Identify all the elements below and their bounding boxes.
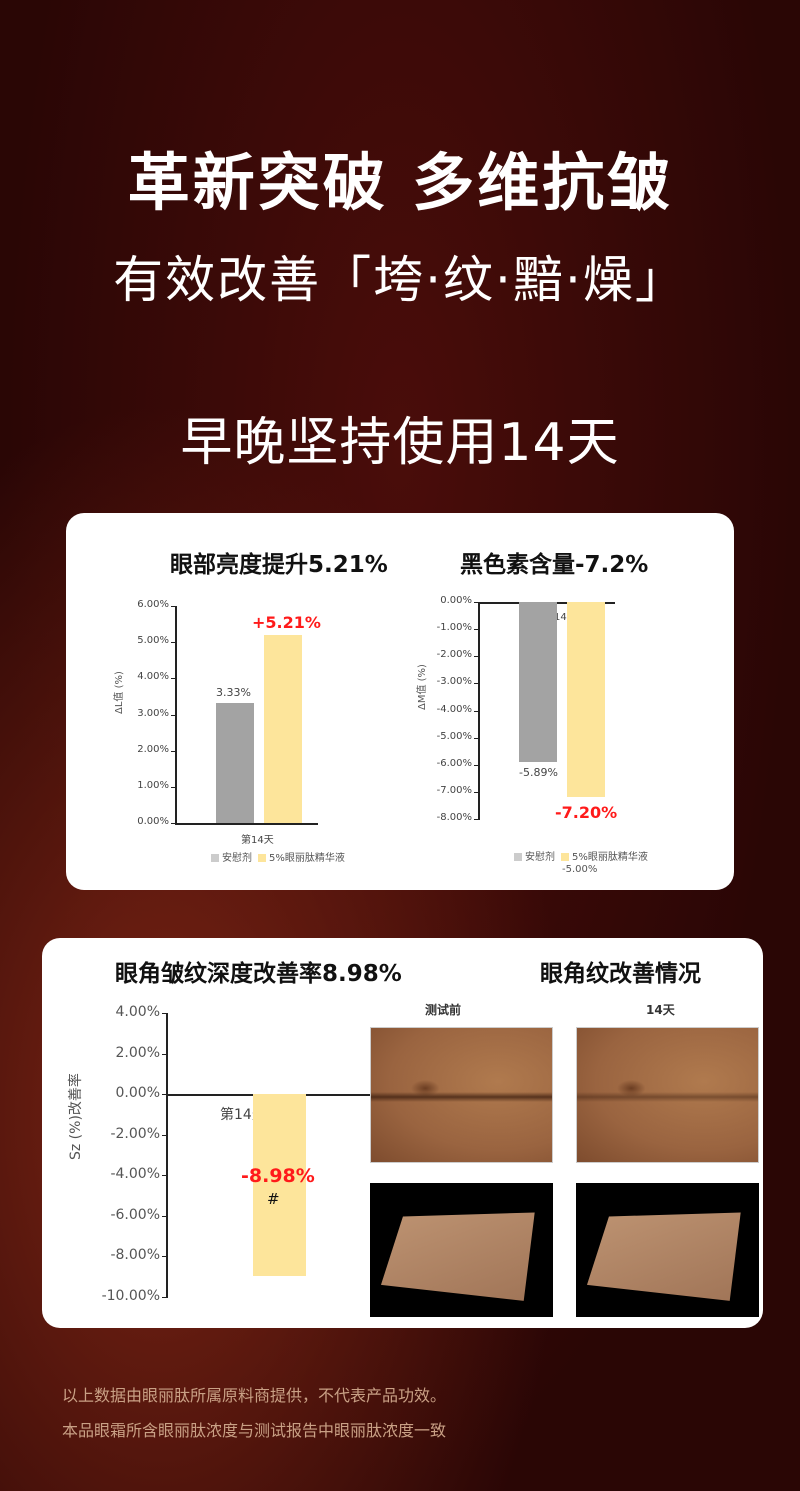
- data-label: +5.21%: [252, 612, 321, 632]
- photo-label-before: 测试前: [425, 1003, 462, 1017]
- legend-label: 5%眼丽肽精华液: [572, 852, 648, 863]
- wrinkle-heading: 眼角皱纹深度改善率8.98%: [115, 961, 402, 987]
- x-category-label: 第14天: [544, 612, 577, 623]
- y-tick-label: -2.00%: [436, 649, 472, 661]
- legend-swatch: [211, 854, 219, 862]
- y-axis: [478, 602, 480, 820]
- y-tick-label: -6.00%: [436, 757, 472, 769]
- y-tick-label: 1.00%: [137, 779, 169, 791]
- bar-serum: [253, 1094, 306, 1277]
- y-tick: [162, 1134, 166, 1136]
- y-tick-label: 2.00%: [115, 1044, 160, 1061]
- data-label: -8.98%: [241, 1165, 315, 1188]
- disclaimer-line-1: 以上数据由眼丽肽所属原料商提供，不代表产品功效。: [62, 1386, 447, 1405]
- legend: 安慰剂 5%眼丽肽精华液: [508, 848, 648, 863]
- y-tick-label: 0.00%: [440, 595, 472, 606]
- photo-heading: 眼角纹改善情况: [540, 961, 701, 987]
- y-tick: [474, 683, 478, 685]
- y-tick-label: -4.00%: [436, 703, 472, 715]
- y-tick-label: -3.00%: [436, 676, 472, 688]
- bar-serum: [567, 602, 605, 798]
- bar-placebo: [216, 702, 254, 823]
- y-tick: [162, 1175, 166, 1177]
- y-tick: [162, 1013, 166, 1014]
- melanin-heading: 黑色素含量-7.2%: [460, 552, 649, 578]
- y-tick: [162, 1094, 166, 1096]
- y-tick: [474, 656, 478, 658]
- y-tick-label: -2.00%: [110, 1125, 160, 1142]
- brightness-heading: 眼部亮度提升5.21%: [170, 552, 388, 578]
- legend-swatch: [514, 853, 522, 861]
- usage-text: 早晚坚持使用14天: [180, 413, 620, 473]
- y-tick: [171, 642, 175, 644]
- y-tick: [171, 678, 175, 680]
- y-tick-label: -7.00%: [436, 784, 472, 796]
- y-tick: [474, 602, 478, 603]
- x-category-label: 第14天: [241, 835, 274, 846]
- y-tick: [474, 791, 478, 793]
- y-tick: [171, 823, 175, 824]
- y-tick: [474, 764, 478, 766]
- y-tick-label: 0.00%: [115, 1085, 160, 1102]
- y-axis-label: ΔL值 (%): [114, 671, 125, 714]
- results-card-2: 眼角皱纹深度改善率8.98% 眼角纹改善情况 测试前 14天: [42, 938, 763, 1328]
- significance-mark: #: [267, 1189, 280, 1208]
- y-axis: [175, 606, 177, 824]
- data-label: -5.89%: [519, 765, 558, 779]
- y-tick-label: -4.00%: [110, 1166, 160, 1183]
- photo-label-after: 14天: [646, 1003, 675, 1017]
- y-tick-label: 0.00%: [137, 816, 169, 827]
- y-tick-label: 6.00%: [137, 599, 169, 610]
- y-tick-label: -8.00%: [436, 812, 472, 823]
- y-tick-label: 5.00%: [137, 635, 169, 647]
- data-label: -7.20%: [555, 803, 618, 823]
- y-tick-label: 4.00%: [137, 671, 169, 683]
- results-card-1: 眼部亮度提升5.21% 黑色素含量-7.2%: [66, 513, 734, 890]
- subheadline: 有效改善「垮·纹·黯·燥」: [113, 251, 687, 309]
- y-tick: [171, 714, 175, 716]
- legend: 安慰剂 5%眼丽肽精华液: [205, 849, 345, 864]
- photo-after-skin: [576, 1027, 759, 1163]
- y-tick: [474, 629, 478, 631]
- y-tick-label: 3.00%: [137, 707, 169, 719]
- y-axis: [166, 1013, 168, 1298]
- y-tick-label: -5.00%: [436, 730, 472, 742]
- x-axis: [175, 823, 318, 825]
- legend-label: 安慰剂: [222, 853, 252, 864]
- cut-off-tick-label: -5.00%: [562, 864, 598, 872]
- y-tick-label: 2.00%: [137, 743, 169, 755]
- y-tick-label: -10.00%: [101, 1288, 160, 1304]
- y-tick: [162, 1256, 166, 1258]
- legend-label: 5%眼丽肽精华液: [269, 853, 345, 864]
- y-tick-label: -1.00%: [436, 622, 472, 634]
- legend-swatch: [258, 854, 266, 862]
- y-tick: [474, 819, 478, 820]
- photo-before-skin: [370, 1027, 553, 1163]
- disclaimer-line-2: 本品眼霜所含眼丽肽浓度与测试报告中眼丽肽浓度一致: [62, 1421, 447, 1440]
- headline: 革新突破 多维抗皱: [127, 146, 673, 219]
- y-tick: [162, 1215, 166, 1217]
- y-tick: [474, 737, 478, 739]
- bar-serum: [264, 634, 302, 823]
- bar-placebo: [519, 602, 557, 762]
- photo-before-3d: [370, 1183, 553, 1317]
- y-tick: [171, 606, 175, 607]
- photo-after-3d: [576, 1183, 759, 1317]
- y-tick: [162, 1053, 166, 1055]
- legend-swatch: [561, 853, 569, 861]
- y-tick-label: -6.00%: [110, 1206, 160, 1223]
- y-tick: [162, 1297, 166, 1298]
- legend-label: 安慰剂: [525, 852, 555, 863]
- y-axis-label: Sz (%)改善率: [68, 1073, 84, 1160]
- y-tick: [171, 786, 175, 788]
- data-label: 3.33%: [216, 685, 251, 699]
- y-tick: [171, 750, 175, 752]
- y-tick-label: 4.00%: [115, 1004, 160, 1020]
- y-tick: [474, 710, 478, 712]
- y-axis-label: ΔM值 (%): [417, 664, 428, 710]
- y-tick-label: -8.00%: [110, 1247, 160, 1264]
